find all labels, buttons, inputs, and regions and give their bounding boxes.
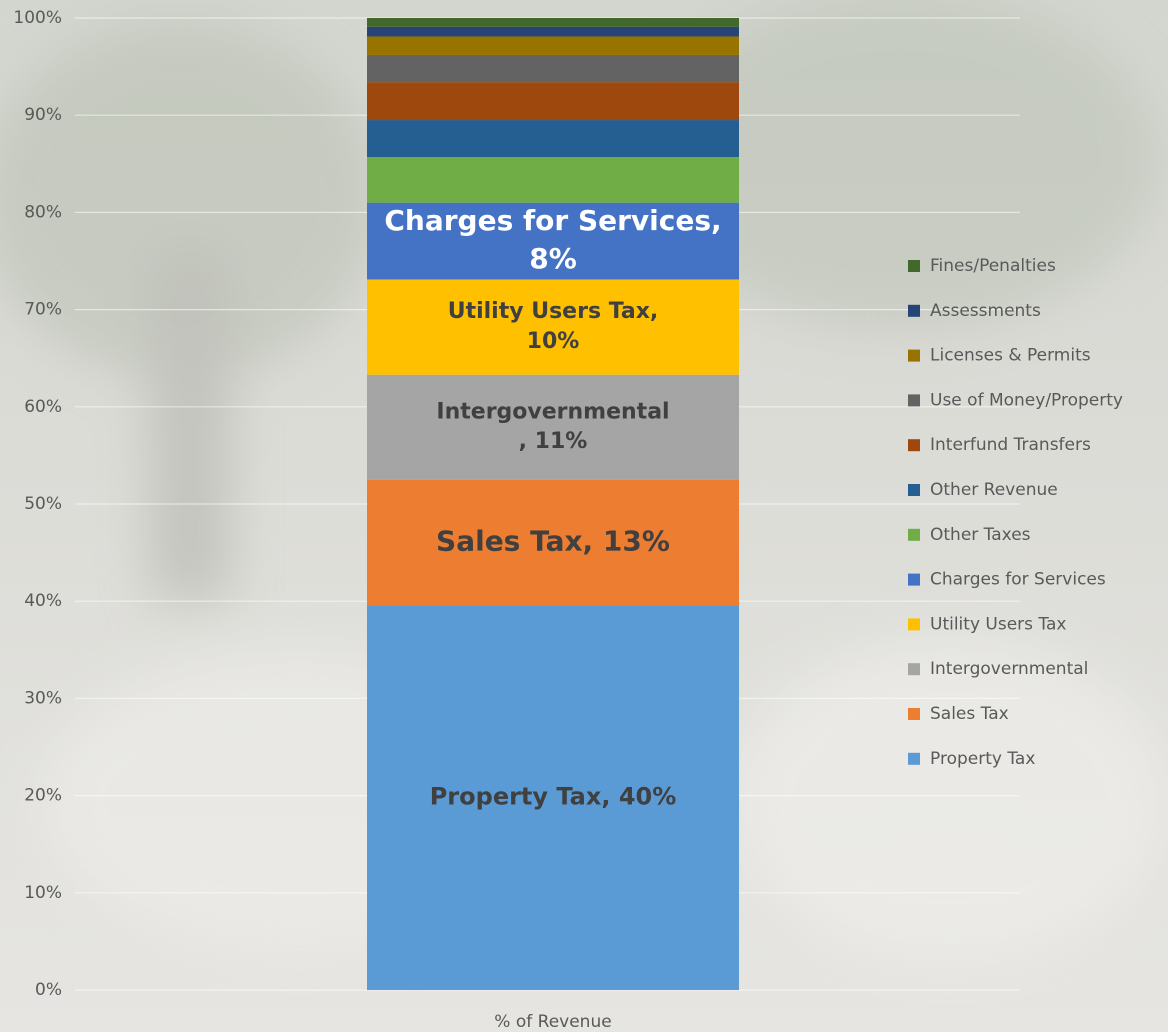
legend-label: Intergovernmental (930, 659, 1088, 679)
bars (367, 18, 739, 990)
legend-swatch (908, 260, 920, 272)
legend-label: Other Revenue (930, 480, 1058, 500)
y-tick-label: 40% (24, 591, 62, 611)
y-tick-label: 50% (24, 494, 62, 514)
bar-segment (367, 157, 739, 203)
data-label: Property Tax, 40% (430, 783, 677, 811)
legend-label: Sales Tax (930, 704, 1009, 724)
legend-label: Licenses & Permits (930, 346, 1091, 366)
legend-swatch (908, 439, 920, 451)
legend-label: Property Tax (930, 749, 1035, 769)
y-tick-label: 20% (24, 786, 62, 806)
legend-swatch (908, 350, 920, 362)
y-tick-label: 0% (35, 980, 62, 1000)
legend-swatch (908, 574, 920, 586)
bar-segment (367, 27, 739, 37)
bar-segment (367, 36, 739, 54)
legend-label: Utility Users Tax (930, 614, 1066, 634)
y-tick-label: 100% (13, 8, 62, 28)
bar-segment (367, 55, 739, 82)
y-tick-label: 80% (24, 202, 62, 222)
y-tick-label: 30% (24, 688, 62, 708)
legend-swatch (908, 618, 920, 630)
x-tick-label: % of Revenue (494, 1012, 611, 1032)
data-label: Sales Tax, 13% (436, 524, 670, 557)
legend-label: Use of Money/Property (930, 390, 1123, 410)
bar-segment (367, 279, 739, 374)
legend-swatch (908, 708, 920, 720)
bar-segment (367, 120, 739, 157)
bar-segment (367, 82, 739, 120)
bar-segment (367, 375, 739, 480)
legend-label: Charges for Services (930, 570, 1106, 590)
chart: 0% 10% 20% 30% 40% 50% 60% 70% 80% 90% 100% % of Re… (0, 0, 1168, 1032)
legend-label: Interfund Transfers (930, 435, 1091, 455)
y-tick-label: 60% (24, 397, 62, 417)
bar-segment (367, 18, 739, 27)
legend-swatch (908, 753, 920, 765)
legend-swatch (908, 663, 920, 675)
legend-label: Assessments (930, 301, 1041, 321)
legend-swatch (908, 484, 920, 496)
legend-swatch (908, 305, 920, 317)
legend-swatch (908, 394, 920, 406)
y-tick-label: 90% (24, 105, 62, 125)
y-tick-label: 10% (24, 883, 62, 903)
y-tick-label: 70% (24, 300, 62, 320)
legend-label: Fines/Penalties (930, 256, 1056, 276)
legend-swatch (908, 529, 920, 541)
legend-label: Other Taxes (930, 525, 1031, 545)
